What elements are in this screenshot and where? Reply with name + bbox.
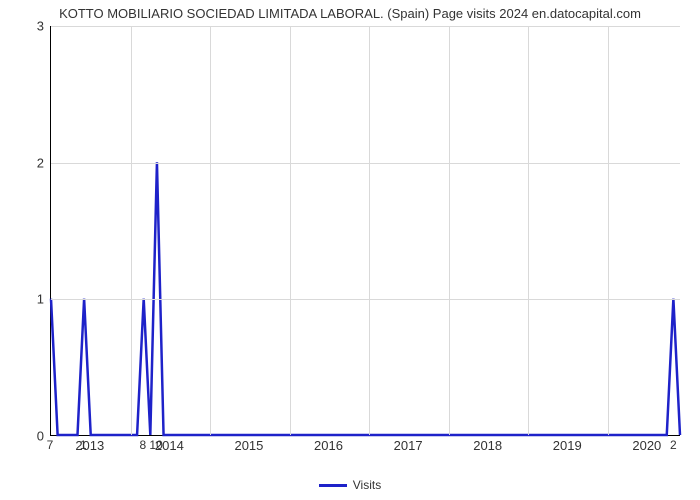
point-label: 10 xyxy=(149,438,162,452)
gridline-v xyxy=(369,26,370,435)
point-label: 7 xyxy=(47,438,54,452)
xtick-label: 2020 xyxy=(632,438,661,453)
chart-title: KOTTO MOBILIARIO SOCIEDAD LIMITADA LABOR… xyxy=(0,6,700,21)
ytick-label: 3 xyxy=(4,19,44,34)
gridline-h xyxy=(51,299,680,300)
xtick-label: 2018 xyxy=(473,438,502,453)
chart-container: KOTTO MOBILIARIO SOCIEDAD LIMITADA LABOR… xyxy=(0,0,700,500)
gridline-v xyxy=(449,26,450,435)
gridline-v xyxy=(528,26,529,435)
gridline-v xyxy=(131,26,132,435)
line-path-svg xyxy=(51,26,680,435)
gridline-h xyxy=(51,26,680,27)
xtick-label: 2017 xyxy=(394,438,423,453)
point-label: 2 xyxy=(670,438,677,452)
legend-label: Visits xyxy=(353,478,381,492)
legend: Visits xyxy=(0,478,700,492)
ytick-label: 0 xyxy=(4,429,44,444)
legend-swatch xyxy=(319,484,347,487)
gridline-h xyxy=(51,163,680,164)
ytick-label: 2 xyxy=(4,155,44,170)
point-label: 8 xyxy=(139,438,146,452)
xtick-label: 2015 xyxy=(234,438,263,453)
xtick-label: 2019 xyxy=(553,438,582,453)
gridline-v xyxy=(290,26,291,435)
ytick-label: 1 xyxy=(4,292,44,307)
gridline-v xyxy=(210,26,211,435)
plot-area xyxy=(50,26,680,436)
xtick-label: 2016 xyxy=(314,438,343,453)
point-label: 1 xyxy=(80,438,87,452)
gridline-v xyxy=(608,26,609,435)
